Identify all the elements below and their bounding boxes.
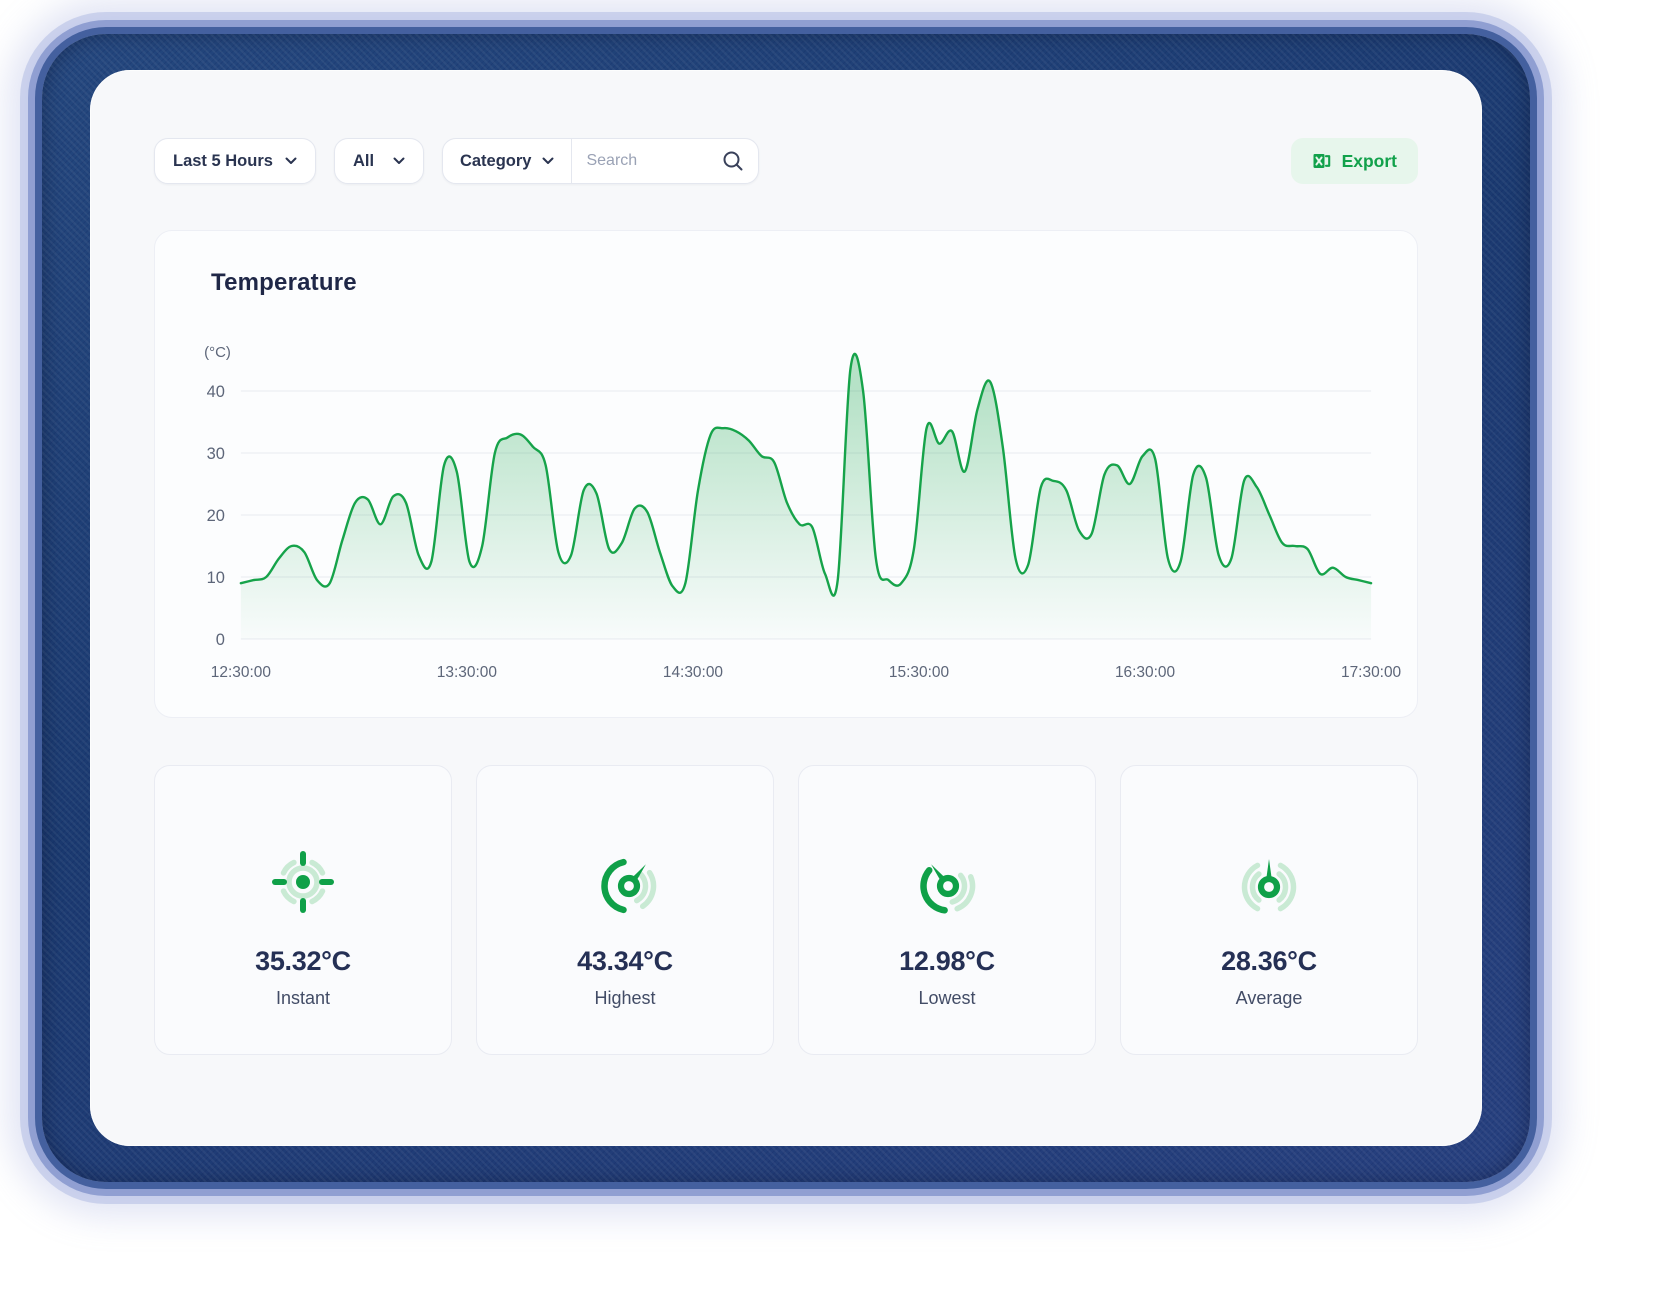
gauge-high-icon — [593, 850, 657, 914]
stat-value: 28.36°C — [1221, 946, 1317, 976]
excel-icon — [1312, 151, 1332, 171]
filter-toolbar: Last 5 Hours All Category — [154, 138, 1418, 184]
gauge-average-icon — [1237, 850, 1301, 914]
time-range-dropdown[interactable]: Last 5 Hours — [154, 138, 316, 184]
x-axis-tick: 16:30:00 — [1115, 664, 1175, 681]
chart-title: Temperature — [211, 269, 357, 296]
x-axis-tick: 15:30:00 — [889, 664, 949, 681]
device-frame: Last 5 Hours All Category — [42, 34, 1530, 1182]
category-dropdown[interactable]: Category — [443, 139, 573, 183]
search-icon[interactable] — [722, 150, 744, 172]
dashboard-panel: Last 5 Hours All Category — [90, 70, 1482, 1146]
gauge-low-icon — [915, 850, 979, 914]
y-axis-tick: 0 — [216, 631, 225, 649]
y-axis-tick: 30 — [207, 445, 225, 463]
y-axis-tick: 20 — [207, 507, 225, 525]
temperature-chart-card: Temperature 0 10 20 30 40 (°C) 12:30:00 13:30:0… — [154, 230, 1418, 718]
x-axis-tick: 14:30:00 — [663, 664, 723, 681]
stat-label: Instant — [275, 988, 331, 1008]
stats-row: 35.32°C Instant 43.34°C Highest 12.98°C Lowes… — [154, 765, 1418, 1055]
area-series — [240, 353, 1372, 639]
stat-label: Highest — [594, 988, 656, 1008]
category-search-group: Category — [441, 138, 760, 184]
stat-value: 35.32°C — [255, 946, 351, 976]
time-range-value: Last 5 Hours — [173, 151, 273, 170]
export-label: Export — [1341, 150, 1397, 171]
line-series — [239, 352, 1373, 597]
search-input[interactable] — [572, 152, 721, 170]
export-button[interactable]: Export — [1290, 138, 1418, 184]
x-axis-tick: 12:30:00 — [211, 664, 271, 681]
y-axis-tick: 10 — [207, 569, 225, 587]
category-label: Category — [459, 151, 532, 170]
stat-card-highest: 43.34°C Highest — [476, 765, 774, 1055]
chevron-down-icon — [542, 157, 554, 165]
stat-label: Lowest — [918, 988, 976, 1008]
stat-card-lowest: 12.98°C Lowest — [798, 765, 1096, 1055]
stat-label: Average — [1235, 988, 1303, 1008]
stat-card-instant: 35.32°C Instant — [154, 765, 452, 1055]
x-axis-tick: 17:30:00 — [1341, 664, 1401, 681]
scope-dropdown[interactable]: All — [333, 138, 424, 184]
y-axis-unit-label: (°C) — [204, 344, 231, 361]
scope-value: All — [352, 151, 375, 170]
stat-value: 43.34°C — [577, 946, 673, 976]
stat-card-average: 28.36°C Average — [1120, 765, 1418, 1055]
chevron-down-icon — [285, 157, 297, 165]
chevron-down-icon — [393, 157, 405, 165]
target-icon — [271, 850, 335, 914]
stat-value: 12.98°C — [899, 946, 995, 976]
x-axis-tick: 13:30:00 — [437, 664, 497, 681]
y-axis-tick: 40 — [207, 383, 225, 401]
temperature-chart: 0 10 20 30 40 (°C) 12:30:00 13:30:00 14:30:00 15:… — [204, 344, 1401, 681]
